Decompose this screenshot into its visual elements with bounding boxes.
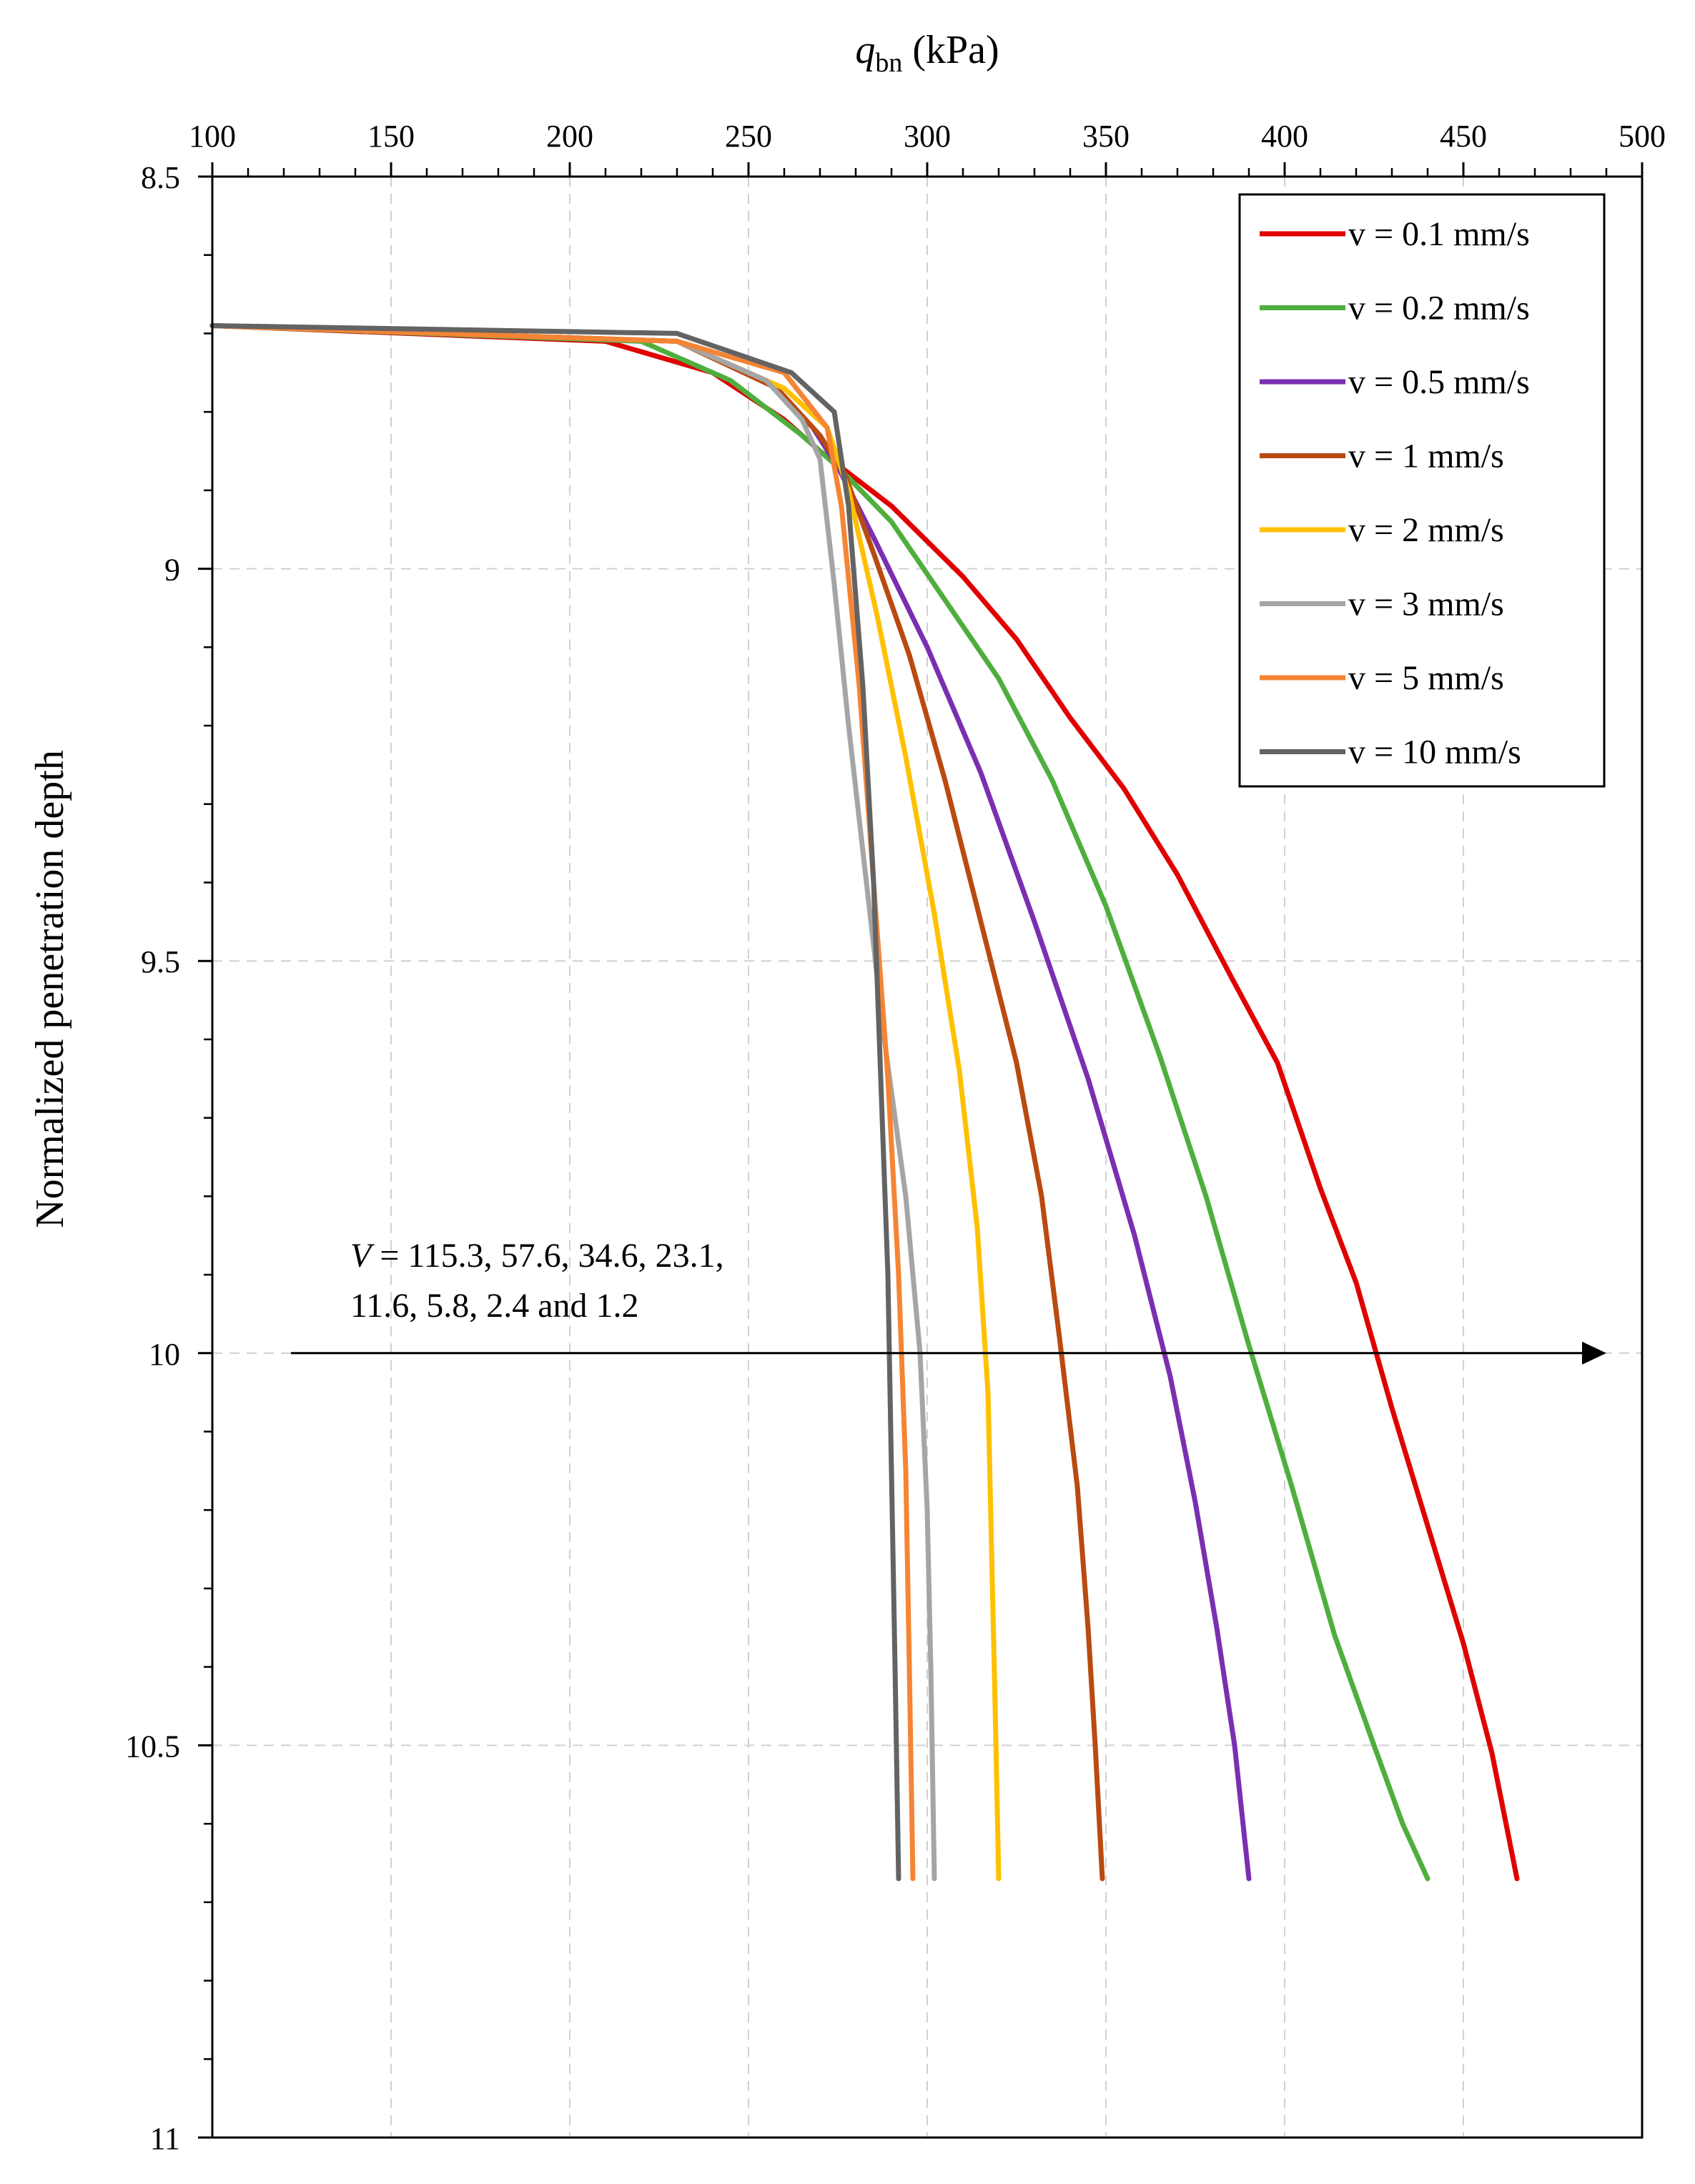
y-tick-label: 9 [164,553,180,588]
plot-frame [211,175,1644,2139]
y-tick-label: 8.5 [141,160,180,195]
series-line [209,323,1105,1882]
annotation-arrowhead [1582,1341,1606,1365]
legend-label: v = 0.5 mm/s [1348,363,1530,401]
x-tick-label: 300 [904,119,951,154]
y-tick-label: 9.5 [141,944,180,979]
series-line [209,323,937,1882]
x-tick-label: 250 [725,119,772,154]
annotation-line-2: 11.6, 5.8, 2.4 and 1.2 [350,1287,639,1325]
x-tick-label: 400 [1261,119,1308,154]
axis-labels: 100 150 200 250 300 350 400 450 500 8.5 9 9.5 10 10.5… [125,119,1666,2156]
x-tick-label: 500 [1619,119,1666,154]
legend: v = 0.1 mm/s v = 0.2 mm/s v = 0.5 mm/s v = … [1238,193,1606,788]
data-series [209,323,1520,1882]
y-tick-label: 11 [150,2121,180,2156]
x-tick-label: 150 [367,119,415,154]
x-tick-label: 450 [1440,119,1487,154]
x-tick-label: 350 [1082,119,1130,154]
x-axis-title: qbn (kPa) [855,28,999,78]
y-axis-title: Normalized penetration depth [28,750,72,1228]
velocity-annotation: V = 115.3, 57.6, 34.6, 23.1, 11.6, 5.8, 2… [291,1237,1606,1365]
legend-label: v = 0.1 mm/s [1348,215,1530,253]
legend-label: v = 1 mm/s [1348,438,1504,475]
legend-label: v = 5 mm/s [1348,659,1504,697]
y-tick-label: 10.5 [125,1729,180,1764]
series-line [209,323,1002,1882]
legend-label: v = 10 mm/s [1348,733,1521,771]
y-tick-label: 10 [149,1337,180,1372]
annotation-line-1: V = 115.3, 57.6, 34.6, 23.1, [350,1237,724,1275]
x-tick-label: 100 [189,119,236,154]
x-tick-label: 200 [546,119,593,154]
legend-label: v = 3 mm/s [1348,585,1504,623]
legend-label: v = 2 mm/s [1348,511,1504,549]
series-line [209,323,901,1882]
axis-ticks [198,162,1644,2139]
legend-label: v = 0.2 mm/s [1348,290,1530,327]
series-line [209,323,916,1882]
legend-box [1238,193,1606,788]
series-line [209,323,1252,1882]
series-line [209,323,1430,1882]
